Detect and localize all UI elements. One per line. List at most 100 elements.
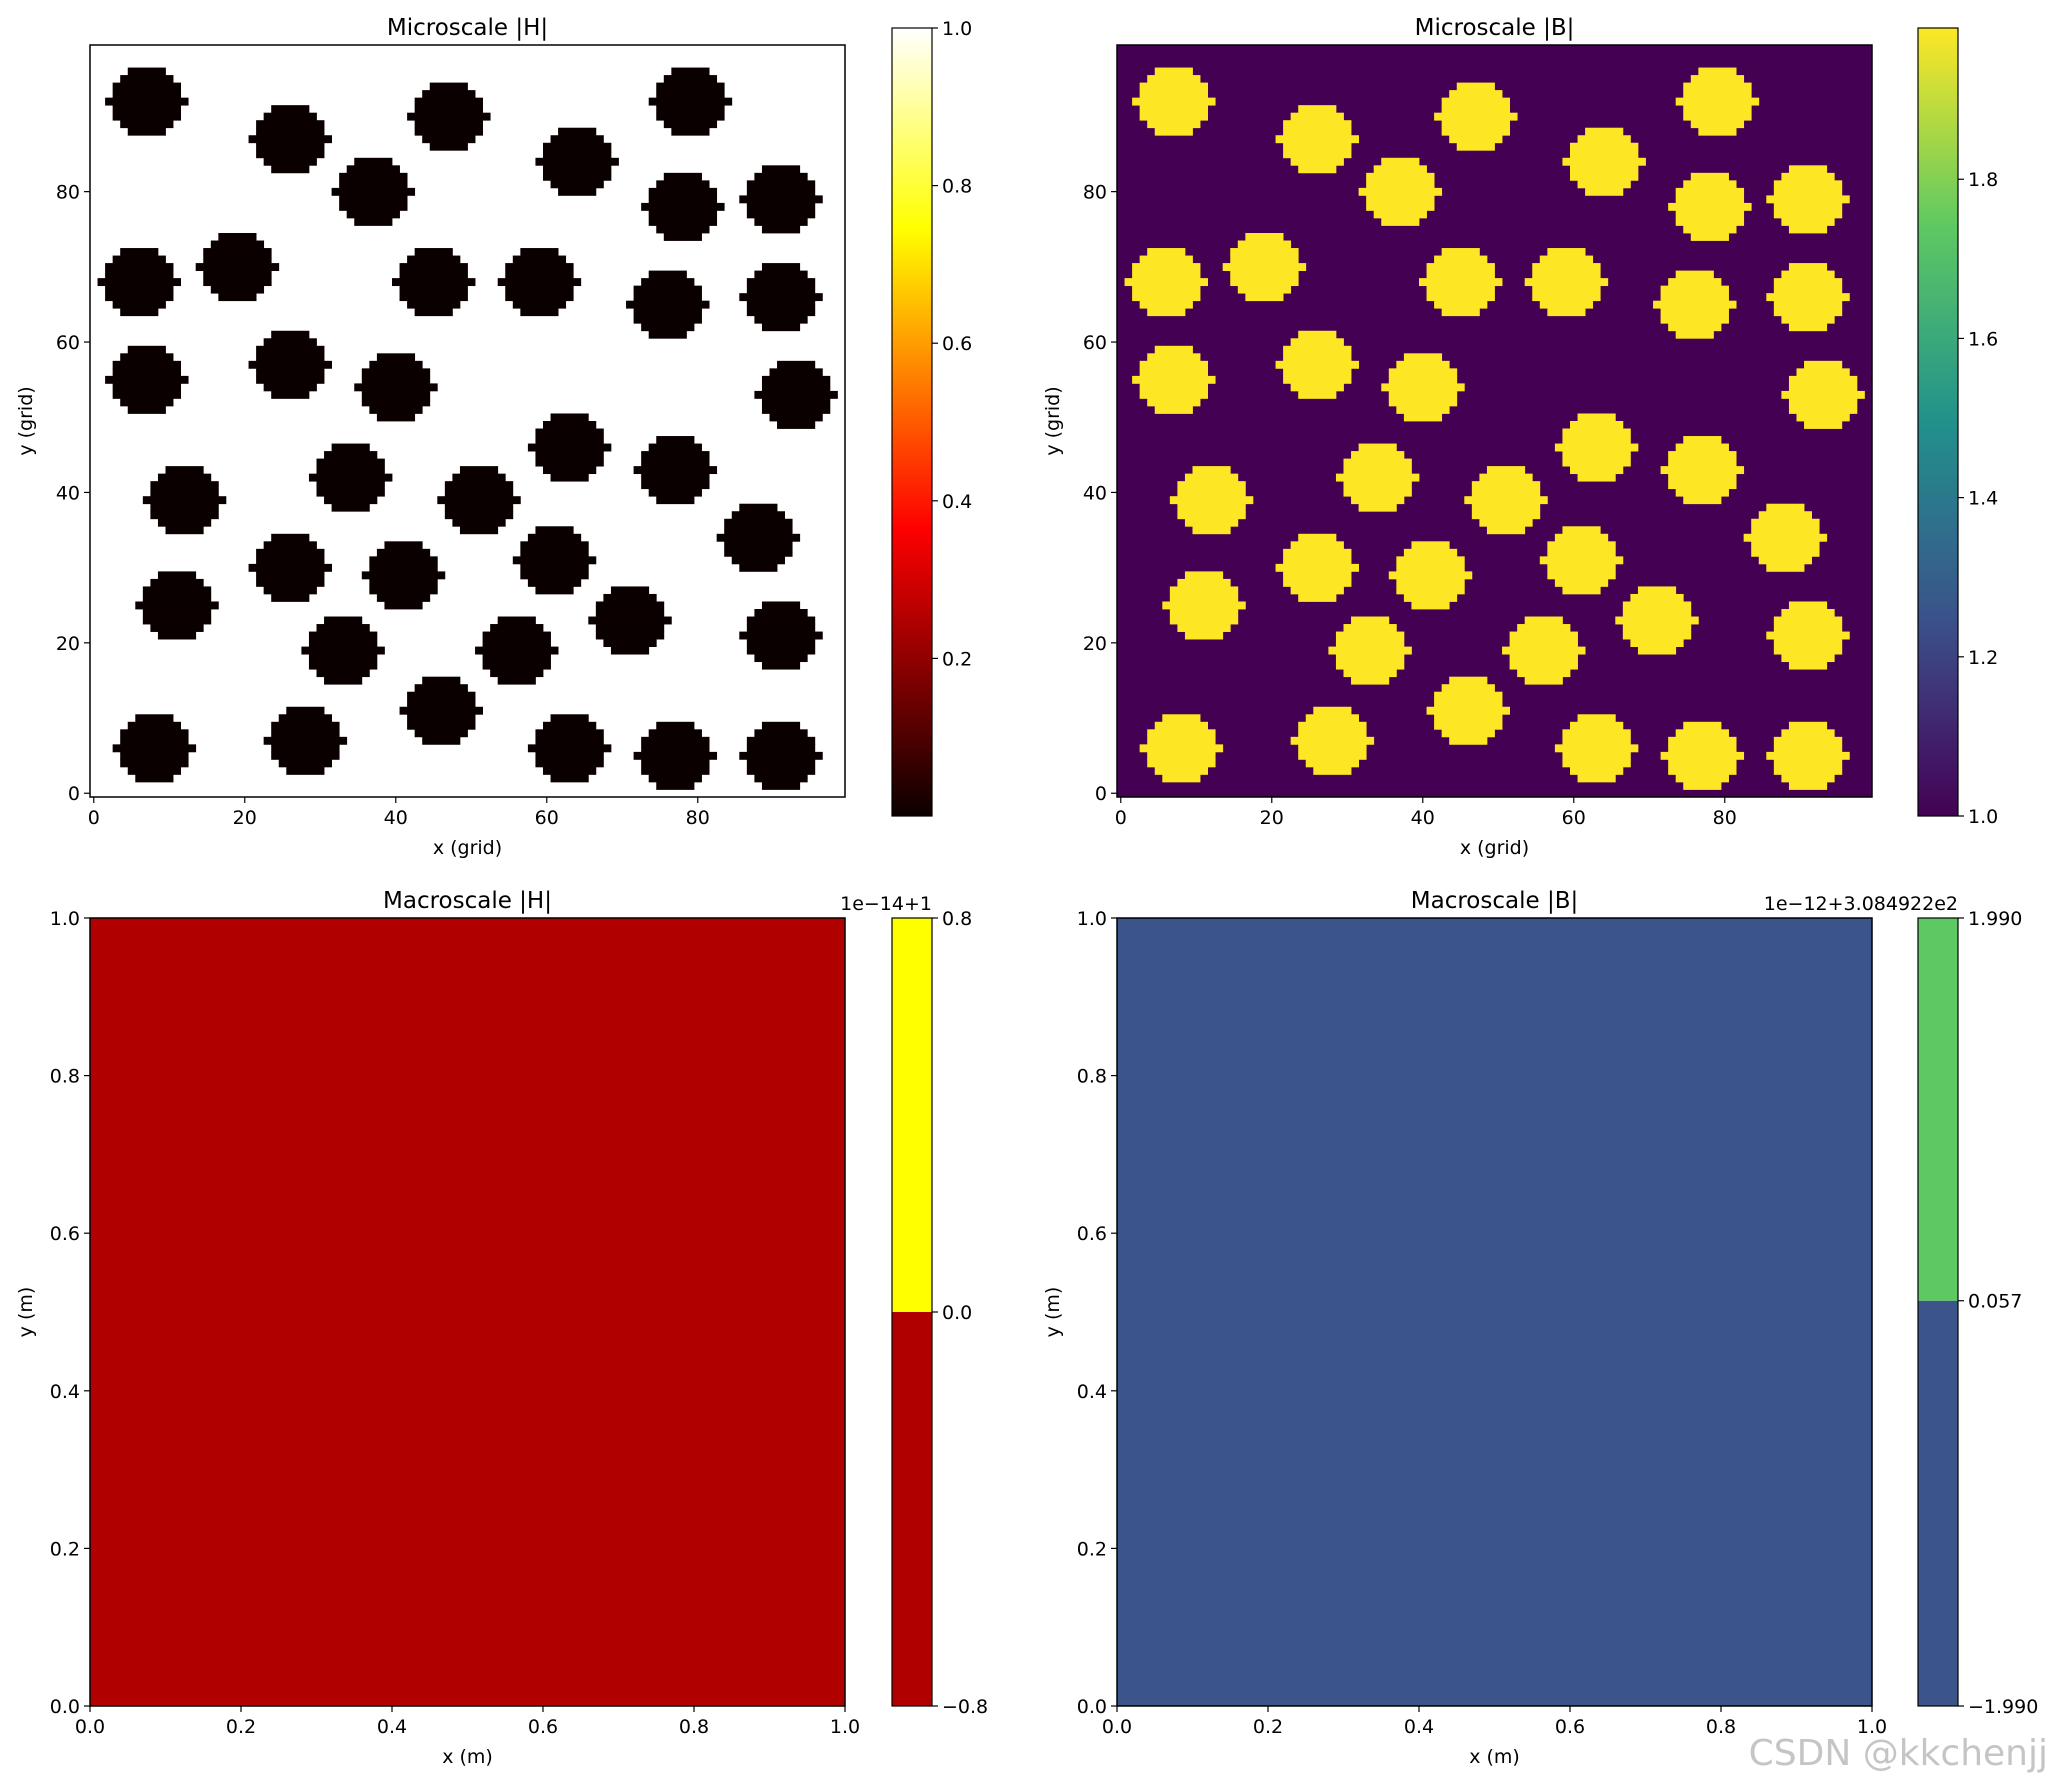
inclusion-row [112,90,181,99]
inclusion-row [543,142,612,151]
inclusion-row [527,533,582,542]
inclusion-row [761,781,801,790]
inclusion-row [376,593,431,602]
y-tick-label: 80 [56,182,80,204]
inclusion-row [414,729,468,738]
inclusion-0 [1132,67,1216,136]
inclusion-row [1456,82,1495,91]
inclusion-row [112,105,181,114]
inclusion-row [663,120,718,129]
inclusion-row [444,481,514,490]
inclusion-row [641,202,725,211]
inclusion-row [127,766,181,775]
inclusion-row [595,624,665,632]
inclusion-row [1298,533,1337,542]
x-tick-label: 0.2 [1253,1716,1283,1738]
inclusion-row [1532,263,1601,271]
inclusion-row [656,781,695,790]
inclusion-row [1441,248,1480,256]
inclusion-row [1449,135,1503,144]
inclusion-row [1668,202,1752,211]
inclusion-31 [1766,601,1850,670]
inclusion-row [331,187,416,196]
inclusion-row [135,774,174,783]
x-tick-label: 0.8 [679,1716,709,1738]
x-tick-label: 0 [1115,807,1127,829]
inclusion-31 [739,601,823,670]
inclusion-row [1230,270,1299,279]
inclusion-row [1230,278,1299,287]
inclusion-row [535,428,604,437]
x-tick-label: 20 [1260,807,1284,829]
inclusion-row [278,714,332,723]
inclusion-4 [1358,157,1443,226]
inclusion-row [369,586,438,595]
inclusion-row [1403,548,1458,557]
inclusion-row [1781,729,1835,738]
inclusion-row [256,353,325,362]
inclusion-row [1154,345,1193,354]
inclusion-row [1147,398,1201,407]
inclusion-row [739,503,778,512]
inclusion-row [1366,195,1435,204]
inclusion-row [1343,624,1397,632]
inclusion-row [648,210,718,219]
inclusion-21 [527,413,612,482]
inclusion-13 [1766,263,1850,332]
inclusion-row [1796,368,1850,377]
inclusion-row [1751,548,1820,557]
inclusion-row [1434,714,1503,723]
inclusion-row [761,383,831,392]
x-tick-label: 80 [686,807,710,829]
inclusion-row [641,766,710,775]
inclusion-row [746,285,816,294]
inclusion-row [1675,210,1745,219]
colorbar-tick-label: 1.0 [942,18,972,40]
inclusion-row [746,624,816,632]
inclusion-row [595,631,665,640]
inclusion-row [1230,248,1299,256]
inclusion-row [1698,67,1737,76]
inclusion-row [1388,398,1458,407]
inclusion-row [505,293,574,302]
inclusion-row [1781,315,1835,324]
inclusion-row [1441,684,1495,693]
inclusion-row [1366,202,1435,211]
inclusion-row [1630,593,1684,602]
inclusion-row [399,270,468,279]
inclusion-row [256,150,325,159]
inclusion-row [1290,112,1344,121]
inclusion-row [256,142,325,151]
inclusion-row [1660,751,1745,760]
inclusion-row [376,353,416,362]
inclusion-row [1313,766,1352,775]
inclusion-row [648,195,718,204]
inclusion-row [1290,586,1344,595]
inclusion-row [459,466,499,475]
inclusion-row [1524,278,1609,287]
inclusion-row [550,774,589,783]
inclusion-row [1471,511,1541,520]
inclusion-row [1698,127,1737,136]
inclusion-row [1154,67,1193,76]
inclusion-row [1139,90,1208,99]
inclusion-row [1743,533,1828,542]
inclusion-row [1351,496,1405,505]
plot-area [90,918,845,1706]
inclusion-row [1403,413,1443,422]
inclusion-row [407,300,461,309]
inclusion-row [1675,187,1745,196]
inclusion-row [1562,157,1646,166]
inclusion-row [354,157,393,166]
inclusion-row [1683,436,1722,444]
inclusion-row [271,751,340,760]
inclusion-26 [512,526,597,595]
inclusion-row [482,631,551,640]
inclusion-row [1675,217,1745,226]
inclusion-row [1245,233,1284,241]
inclusion-row [1751,526,1820,535]
x-tick-label: 20 [233,807,257,829]
inclusion-row [1426,263,1495,271]
inclusion-row [1139,105,1208,114]
inclusion-row [248,135,332,144]
